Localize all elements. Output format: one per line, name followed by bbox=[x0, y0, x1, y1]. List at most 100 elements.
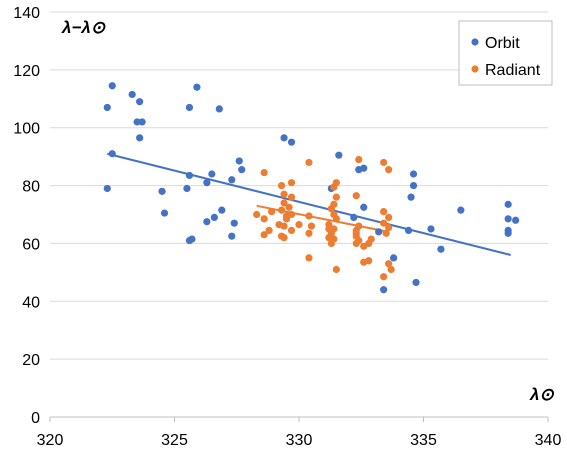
radiant-point bbox=[352, 239, 360, 248]
orbit-point bbox=[128, 90, 136, 99]
y-tick-label: 80 bbox=[22, 179, 40, 196]
radiant-point bbox=[365, 239, 373, 248]
radiant-point bbox=[287, 193, 296, 201]
orbit-point bbox=[185, 171, 194, 180]
legend-marker-radiant bbox=[471, 65, 479, 73]
y-axis-label: λ−λ⊙ bbox=[61, 18, 106, 37]
orbit-point bbox=[407, 193, 415, 201]
x-tick-label: 320 bbox=[37, 432, 64, 449]
radiant-point bbox=[327, 239, 335, 248]
radiant-point bbox=[277, 206, 286, 214]
orbit-point bbox=[504, 229, 512, 237]
orbit-point bbox=[218, 206, 226, 214]
radiant-point bbox=[280, 222, 288, 230]
orbit-point bbox=[457, 206, 465, 214]
x-tick-label: 325 bbox=[161, 432, 188, 449]
x-tick-label: 330 bbox=[286, 432, 313, 449]
orbit-point bbox=[512, 216, 520, 224]
radiant-point bbox=[355, 155, 363, 164]
y-tick-label: 40 bbox=[22, 294, 40, 311]
orbit-point bbox=[108, 150, 116, 158]
radiant-point bbox=[380, 208, 388, 216]
orbit-point bbox=[183, 184, 191, 193]
orbit-point bbox=[208, 170, 216, 178]
radiant-point bbox=[332, 265, 340, 274]
orbit-point bbox=[350, 213, 358, 221]
orbit-point bbox=[390, 254, 398, 262]
radiant-point bbox=[365, 257, 373, 265]
radiant-point bbox=[280, 199, 288, 207]
y-tick-label: 140 bbox=[13, 5, 40, 22]
radiant-point bbox=[385, 223, 393, 232]
axes: 0 20 40 60 80 100 120 140 320 325 330 335 340 bbox=[13, 5, 561, 449]
orbit-point bbox=[108, 82, 116, 90]
orbit-point bbox=[504, 215, 512, 223]
orbit-point bbox=[103, 184, 111, 193]
orbit-point bbox=[210, 213, 218, 221]
radiant-point bbox=[332, 215, 340, 223]
radiant-point bbox=[327, 205, 335, 213]
radiant-point bbox=[282, 215, 291, 223]
orbit-point bbox=[409, 181, 418, 190]
radiant-point bbox=[265, 226, 273, 235]
orbit-point bbox=[136, 98, 144, 106]
radiant-point bbox=[260, 231, 268, 239]
orbit-point bbox=[335, 151, 343, 159]
orbit-point bbox=[375, 228, 383, 236]
orbit-point bbox=[136, 134, 144, 142]
radiant-point bbox=[260, 168, 268, 177]
y-tick-label: 20 bbox=[22, 352, 40, 369]
orbit-point bbox=[404, 226, 413, 235]
y-tick-label: 120 bbox=[13, 63, 40, 80]
radiant-point bbox=[285, 203, 293, 211]
orbit-point bbox=[185, 236, 194, 245]
radiant-point bbox=[280, 234, 288, 242]
orbit-point bbox=[380, 286, 388, 294]
radiant-point bbox=[380, 273, 388, 281]
y-tick-label: 60 bbox=[22, 236, 40, 253]
legend-label-radiant: Radiant bbox=[485, 62, 541, 79]
orbit-point bbox=[360, 203, 368, 211]
radiant-point bbox=[385, 166, 393, 174]
radiant-point bbox=[295, 221, 303, 229]
legend-box bbox=[458, 20, 553, 86]
orbit-point bbox=[215, 105, 223, 113]
radiant-point bbox=[352, 192, 360, 200]
radiant-point bbox=[332, 193, 340, 201]
x-axis-label: λ⊙ bbox=[529, 385, 554, 404]
radiant-point bbox=[305, 158, 313, 167]
orbit-point bbox=[238, 166, 246, 174]
orbit-point bbox=[287, 138, 296, 146]
orbit-point bbox=[228, 176, 236, 184]
orbit-trendline bbox=[107, 152, 511, 256]
radiant-point bbox=[387, 265, 395, 274]
gridlines bbox=[50, 11, 548, 360]
x-tick-label: 335 bbox=[410, 432, 437, 449]
orbit-point bbox=[235, 157, 243, 165]
orbit-point bbox=[133, 118, 141, 126]
radiant-point bbox=[307, 222, 316, 230]
trendlines bbox=[107, 152, 511, 256]
orbit-point bbox=[230, 219, 238, 227]
legend-marker-orbit bbox=[471, 38, 479, 46]
y-tick-label: 100 bbox=[13, 121, 40, 138]
orbit-point bbox=[103, 103, 111, 112]
radiant-point bbox=[277, 181, 286, 190]
radiant-point bbox=[380, 219, 388, 227]
orbit-point bbox=[193, 83, 201, 91]
orbit-point bbox=[138, 118, 146, 126]
radiant-point bbox=[287, 226, 296, 235]
radiant-point bbox=[305, 229, 313, 237]
orbit-point bbox=[203, 218, 211, 226]
orbit-point bbox=[409, 170, 418, 178]
orbit-point bbox=[203, 179, 211, 187]
radiant-point bbox=[280, 190, 288, 198]
orbit-point bbox=[185, 103, 194, 112]
radiant-point bbox=[287, 179, 296, 187]
x-tick-label: 340 bbox=[535, 432, 562, 449]
radiant-point bbox=[382, 229, 390, 237]
orbit-point bbox=[280, 134, 288, 142]
radiant-point bbox=[332, 179, 340, 187]
orbit-point bbox=[228, 232, 236, 240]
